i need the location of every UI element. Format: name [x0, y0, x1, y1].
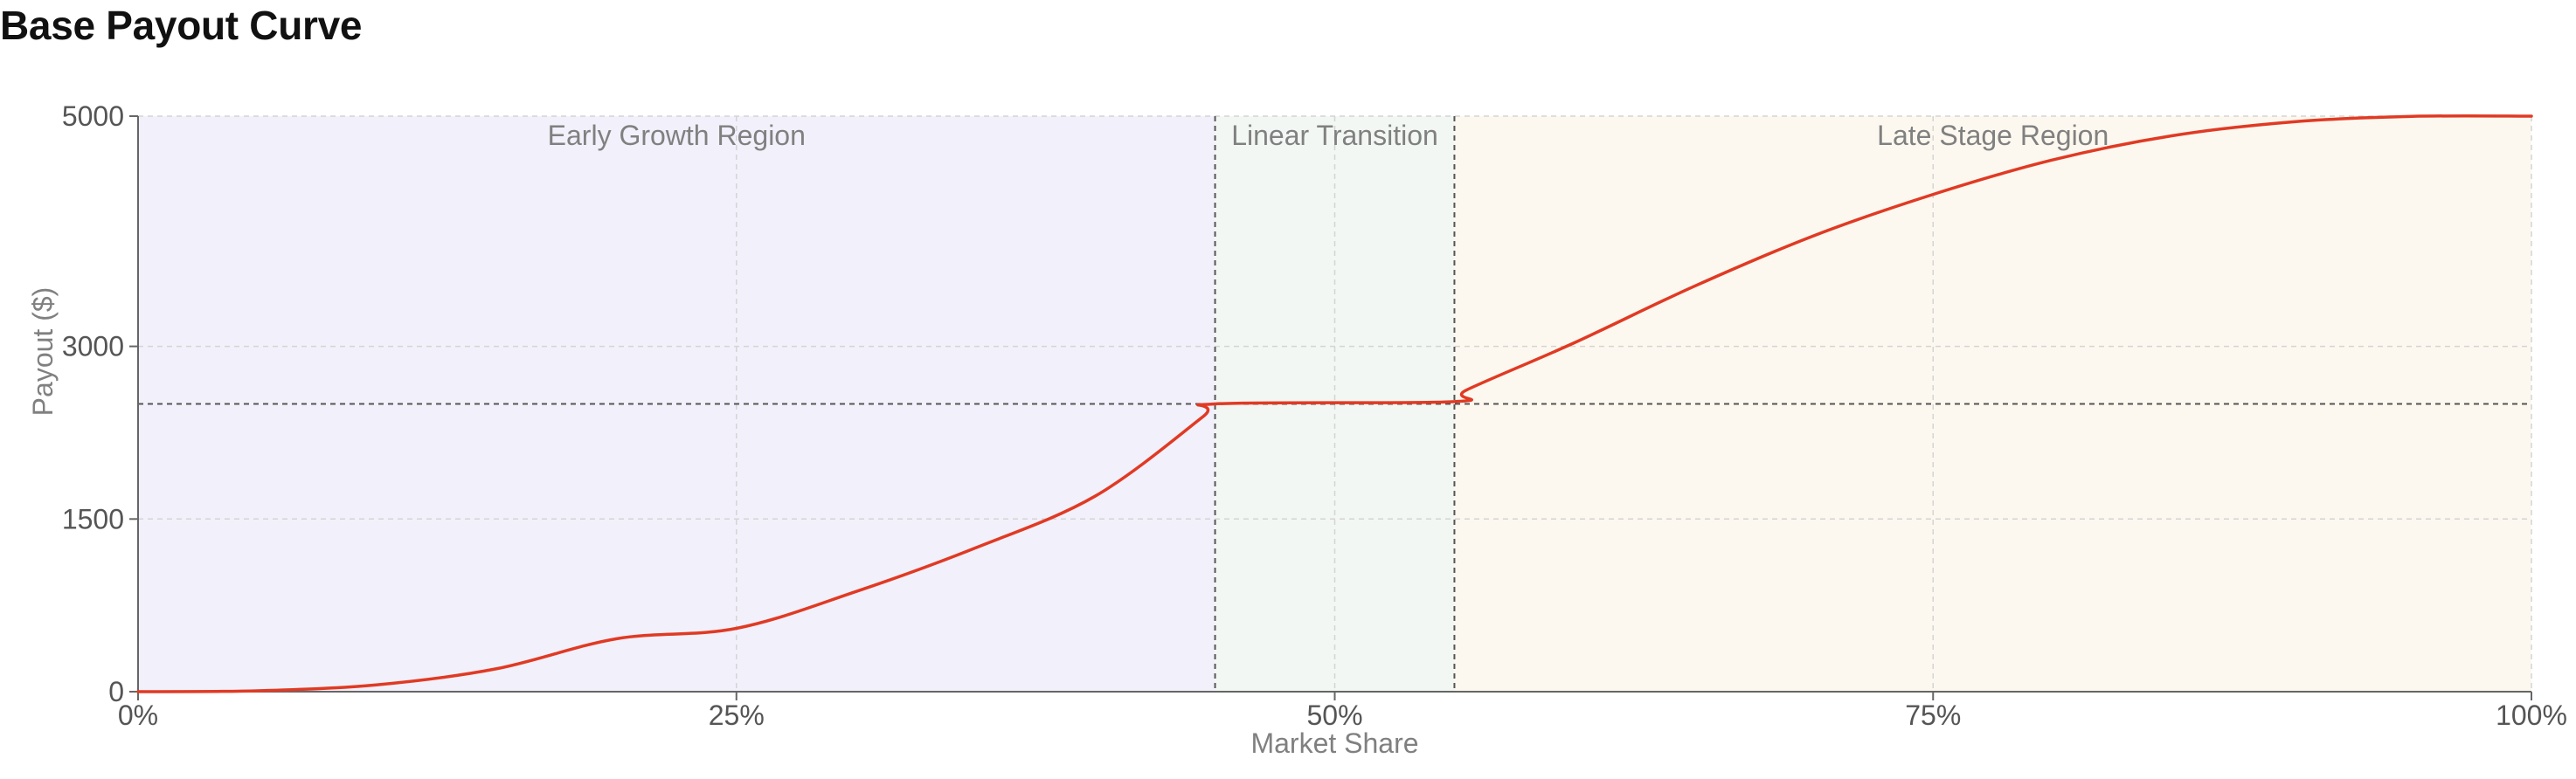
y-axis-title: Payout ($)	[27, 287, 59, 417]
x-tick-label: 100%	[2496, 700, 2567, 731]
y-tick-label: 1500	[62, 503, 124, 534]
chart-title: Base Payout Curve	[0, 3, 363, 48]
region-label: Linear Transition	[1231, 120, 1438, 151]
axes-layer	[129, 115, 2532, 700]
y-tick-label: 3000	[62, 331, 124, 362]
y-tick-label: 0	[108, 676, 124, 707]
series-layer	[136, 114, 2533, 693]
x-tick-label: 75%	[1905, 700, 1961, 731]
region-label: Early Growth Region	[548, 120, 806, 151]
payout-series-line	[136, 114, 2533, 693]
x-axis-title: Market Share	[1250, 727, 1418, 759]
region-label: Late Stage Region	[1877, 120, 2109, 151]
x-tick-label: 25%	[709, 700, 765, 731]
x-tick-label: 50%	[1306, 700, 1362, 731]
y-tick-label: 5000	[62, 100, 124, 132]
x-tick-label: 0%	[118, 700, 158, 731]
labels-layer: Early Growth Region Linear Transition Late…	[27, 100, 2567, 759]
